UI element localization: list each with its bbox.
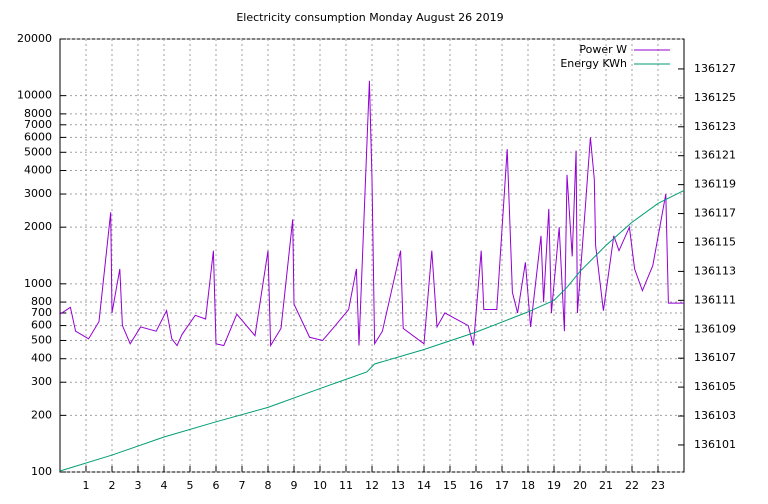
x-tick-label: 6 — [213, 479, 220, 492]
y-tick-label: 1000 — [24, 277, 52, 290]
x-tick-label: 18 — [521, 479, 535, 492]
x-tick-label: 9 — [291, 479, 298, 492]
x-tick-label: 8 — [265, 479, 272, 492]
x-tick-label: 20 — [573, 479, 587, 492]
x-tick-label: 3 — [135, 479, 142, 492]
y-tick-label: 200 — [31, 408, 52, 421]
y2-tick-label: 136111 — [694, 293, 736, 306]
y-tick-label: 4000 — [24, 164, 52, 177]
y2-tick-label: 136109 — [694, 322, 736, 335]
y-tick-label: 20000 — [17, 32, 52, 45]
y-tick-label: 5000 — [24, 145, 52, 158]
y2-tick-label: 136125 — [694, 91, 736, 104]
y2-tick-label: 136127 — [694, 62, 736, 75]
chart-title: Electricity consumption Monday August 26… — [236, 11, 503, 24]
x-tick-label: 17 — [495, 479, 509, 492]
y2-tick-label: 136119 — [694, 178, 736, 191]
x-tick-label: 13 — [391, 479, 405, 492]
y-tick-label: 600 — [31, 319, 52, 332]
series-line — [59, 189, 685, 472]
x-tick-label: 5 — [187, 479, 194, 492]
x-tick-label: 10 — [313, 479, 327, 492]
x-tick-label: 2 — [109, 479, 116, 492]
x-tick-label: 21 — [599, 479, 613, 492]
legend-label: Power W — [579, 43, 627, 56]
x-tick-label: 22 — [625, 479, 639, 492]
y-tick-label: 300 — [31, 375, 52, 388]
x-tick-label: 1 — [83, 479, 90, 492]
y-tick-label: 10000 — [17, 89, 52, 102]
series-line — [59, 80, 684, 348]
x-tick-label: 4 — [161, 479, 168, 492]
x-tick-label: 7 — [239, 479, 246, 492]
x-tick-label: 16 — [469, 479, 483, 492]
x-tick-label: 14 — [417, 479, 431, 492]
y-tick-label: 6000 — [24, 130, 52, 143]
x-tick-label: 12 — [365, 479, 379, 492]
y2-tick-label: 136105 — [694, 380, 736, 393]
y2-tick-label: 136113 — [694, 264, 736, 277]
y2-tick-label: 136115 — [694, 235, 736, 248]
x-tick-label: 19 — [547, 479, 561, 492]
y2-tick-label: 136121 — [694, 149, 736, 162]
y2-tick-label: 136117 — [694, 207, 736, 220]
y-tick-label: 3000 — [24, 187, 52, 200]
y-tick-label: 2000 — [24, 220, 52, 233]
y2-tick-label: 136101 — [694, 438, 736, 451]
x-tick-label: 15 — [443, 479, 457, 492]
y-tick-label: 100 — [31, 465, 52, 478]
y2-tick-label: 136103 — [694, 409, 736, 422]
y-tick-label: 7000 — [24, 118, 52, 131]
y2-tick-label: 136123 — [694, 120, 736, 133]
y-tick-label: 500 — [31, 333, 52, 346]
x-tick-label: 23 — [651, 479, 665, 492]
y-tick-label: 8000 — [24, 107, 52, 120]
legend-label: Energy KWh — [560, 57, 627, 70]
y-tick-label: 700 — [31, 306, 52, 319]
x-tick-label: 11 — [339, 479, 353, 492]
y-tick-label: 800 — [31, 295, 52, 308]
y-tick-label: 400 — [31, 352, 52, 365]
y2-tick-label: 136107 — [694, 351, 736, 364]
